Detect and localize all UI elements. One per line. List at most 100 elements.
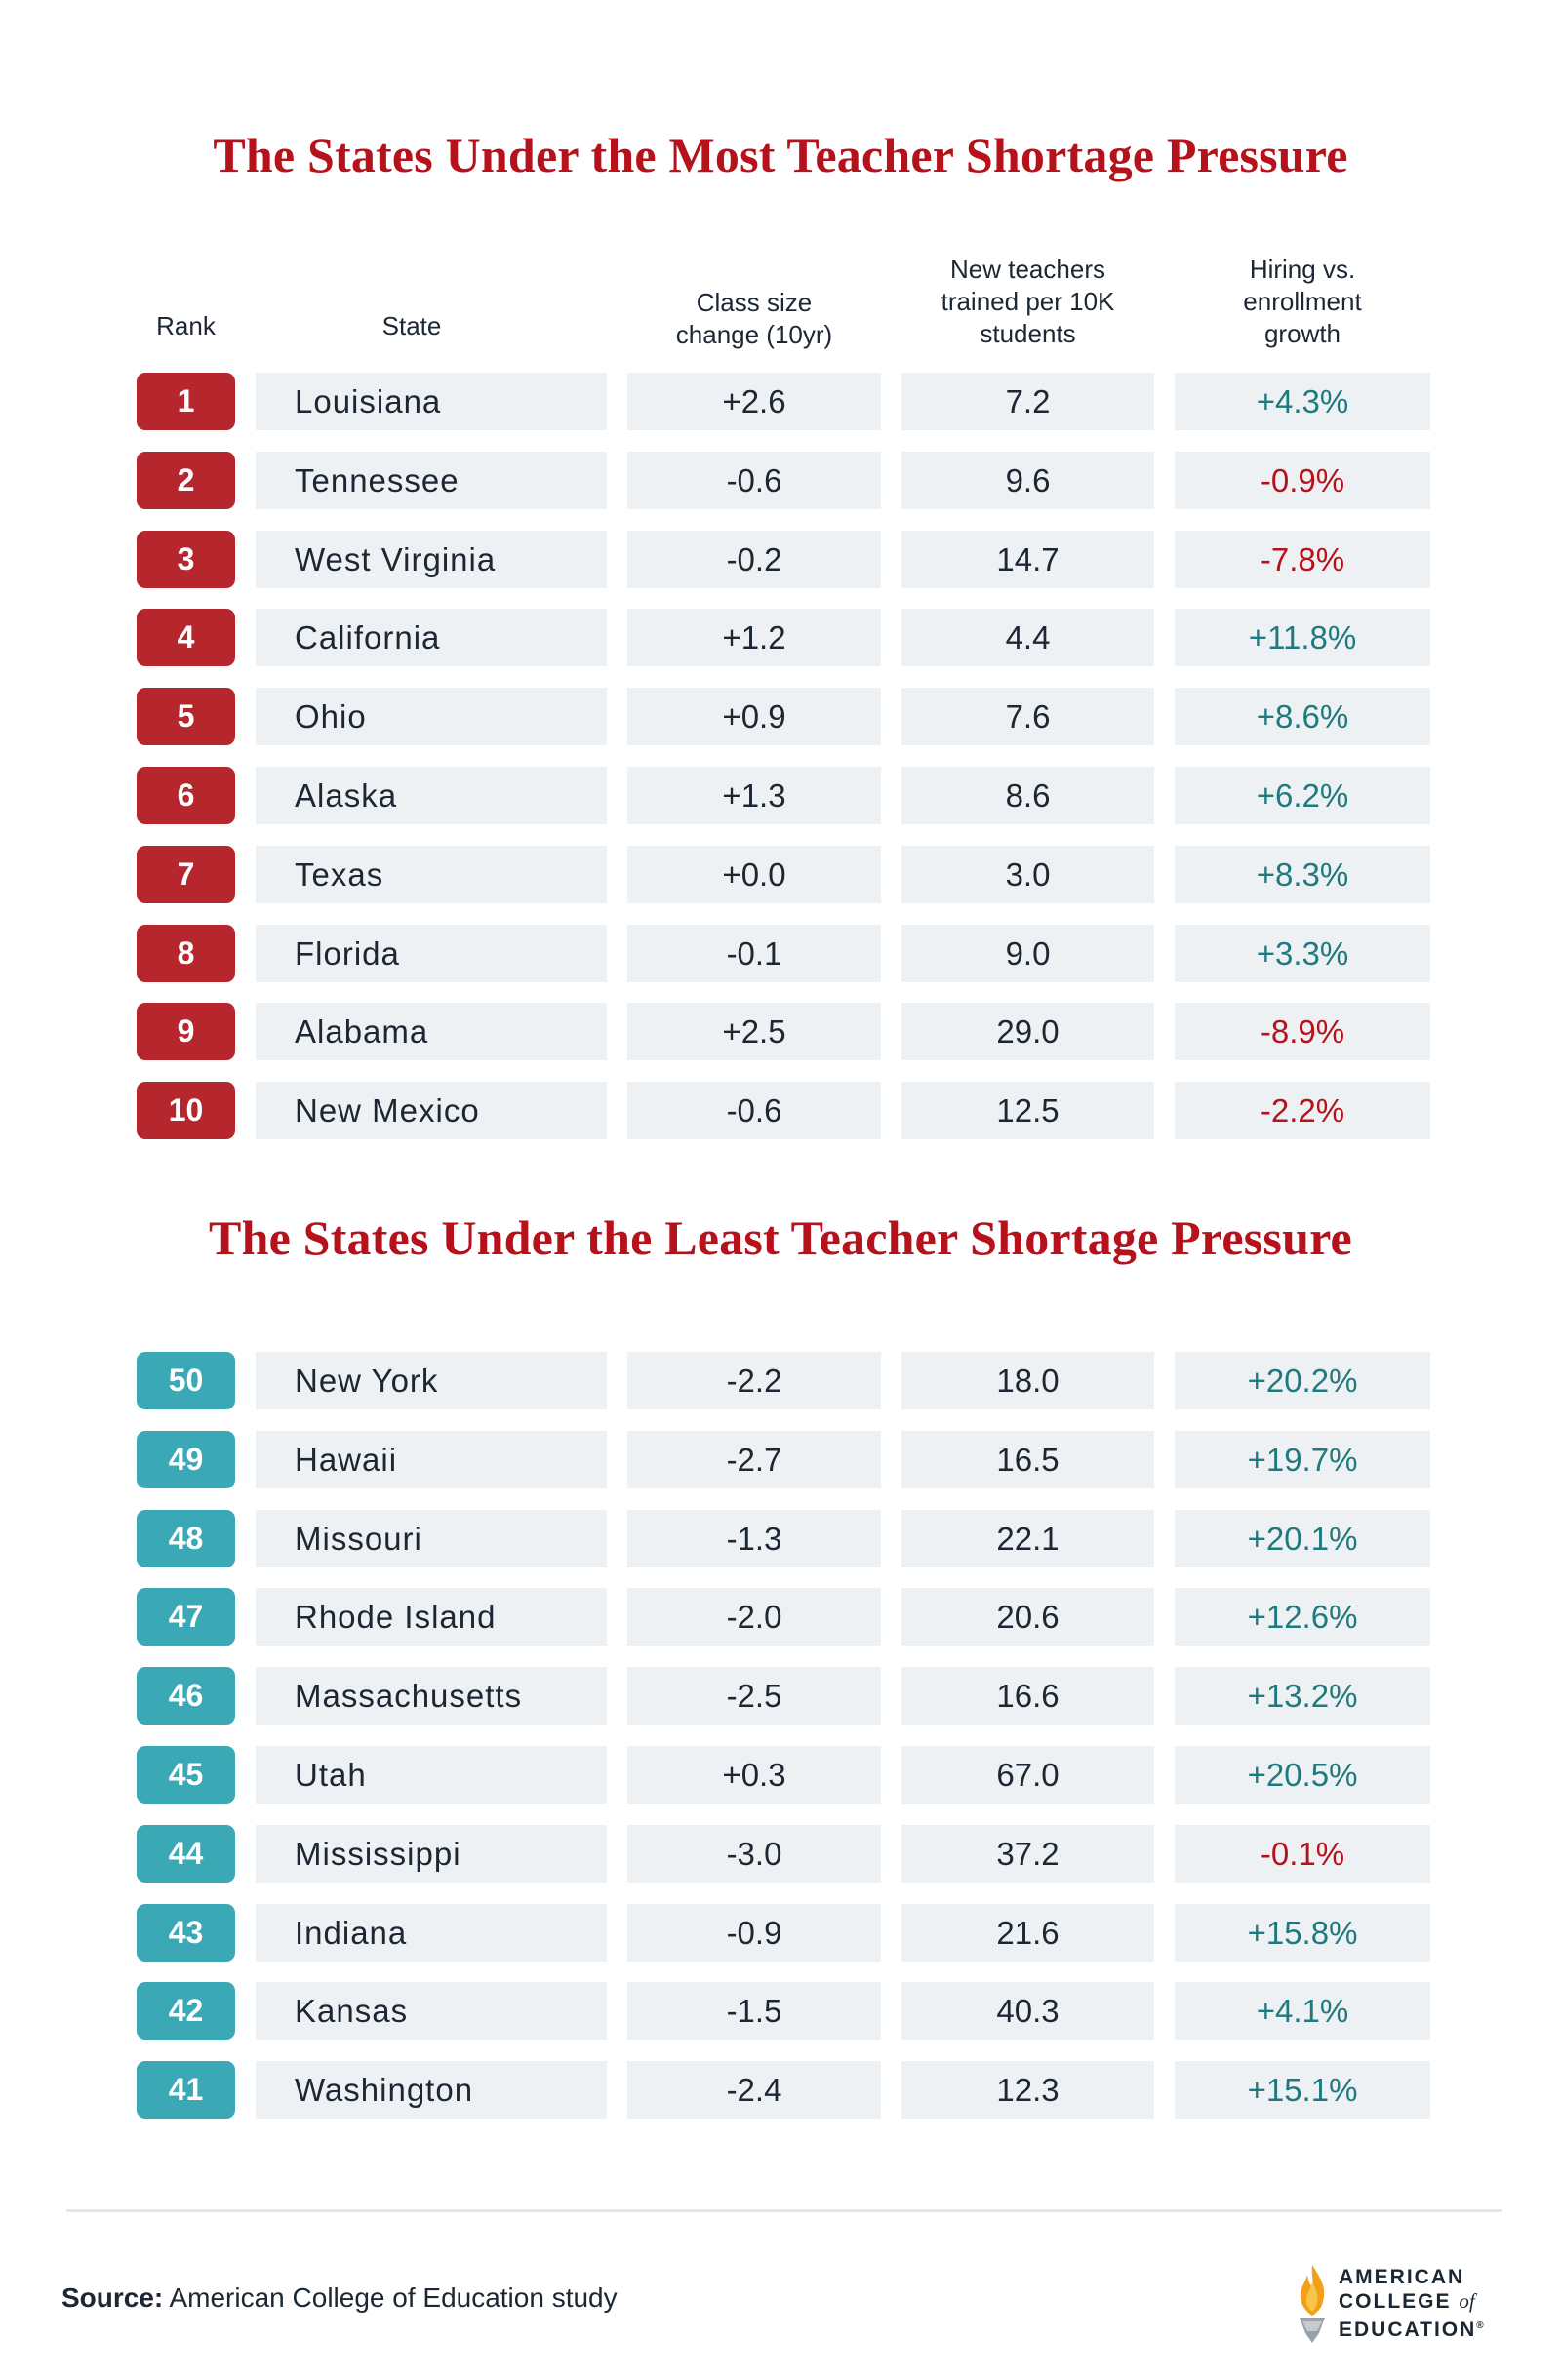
- logo-line: AMERICAN: [1339, 2266, 1465, 2288]
- rank-badge: 9: [137, 1003, 235, 1061]
- class-size-cell: -2.7: [627, 1430, 881, 1488]
- header-hiring: Hiring vs. enrollment growth: [1175, 254, 1430, 350]
- rank-badge: 7: [137, 845, 235, 903]
- table-row: 7 Texas +0.0 3.0 +8.3%: [0, 845, 1561, 903]
- new-teachers-cell: 21.6: [901, 1903, 1154, 1962]
- table-row: 45 Utah +0.3 67.0 +20.5%: [0, 1746, 1561, 1804]
- class-size-cell: -2.2: [627, 1352, 881, 1409]
- bottom-table-title: The States Under the Least Teacher Short…: [209, 1210, 1352, 1265]
- ace-logo: AMERICAN COLLEGE of EDUCATION®: [1292, 2261, 1506, 2349]
- state-cell: New York: [256, 1352, 607, 1409]
- hiring-cell: +15.8%: [1175, 1903, 1430, 1962]
- table-row: 2 Tennessee -0.6 9.6 -0.9%: [0, 451, 1561, 509]
- rank-badge: 10: [137, 1082, 235, 1140]
- class-size-cell: -0.2: [627, 530, 881, 588]
- hiring-cell: +4.1%: [1175, 1982, 1430, 2041]
- rank-badge: 48: [137, 1509, 235, 1567]
- new-teachers-cell: 12.3: [901, 2061, 1154, 2120]
- state-cell: Tennessee: [256, 451, 607, 509]
- class-size-cell: -0.9: [627, 1903, 881, 1962]
- class-size-cell: +2.5: [627, 1003, 881, 1061]
- flame-torch-icon: [1300, 2265, 1325, 2343]
- class-size-cell: -0.1: [627, 924, 881, 982]
- new-teachers-cell: 67.0: [901, 1746, 1154, 1804]
- class-size-cell: +0.3: [627, 1746, 881, 1804]
- state-cell: West Virginia: [256, 530, 607, 588]
- new-teachers-cell: 8.6: [901, 767, 1154, 824]
- rank-badge: 44: [137, 1824, 235, 1883]
- state-cell: Hawaii: [256, 1430, 607, 1488]
- state-cell: Missouri: [256, 1509, 607, 1567]
- class-size-cell: +1.2: [627, 609, 881, 667]
- new-teachers-cell: 16.5: [901, 1430, 1154, 1488]
- table-row: 5 Ohio +0.9 7.6 +8.6%: [0, 688, 1561, 746]
- header-hiring-line: Hiring vs.: [1249, 255, 1356, 284]
- logo-wordmark: AMERICAN COLLEGE of EDUCATION®: [1339, 2265, 1486, 2342]
- rank-badge: 6: [137, 767, 235, 824]
- state-cell: Ohio: [256, 688, 607, 746]
- state-cell: Texas: [256, 845, 607, 903]
- hiring-cell: +15.1%: [1175, 2061, 1430, 2120]
- state-cell: Massachusetts: [256, 1667, 607, 1726]
- rank-badge: 50: [137, 1352, 235, 1409]
- table-row: 47 Rhode Island -2.0 20.6 +12.6%: [0, 1588, 1561, 1646]
- new-teachers-cell: 7.6: [901, 688, 1154, 746]
- hiring-cell: +4.3%: [1175, 373, 1430, 430]
- new-teachers-cell: 20.6: [901, 1588, 1154, 1646]
- footer-divider: [66, 2209, 1502, 2212]
- table-row: 44 Mississippi -3.0 37.2 -0.1%: [0, 1824, 1561, 1883]
- header-hiring-line: enrollment: [1243, 287, 1362, 316]
- new-teachers-cell: 3.0: [901, 845, 1154, 903]
- hiring-cell: +8.3%: [1175, 845, 1430, 903]
- logo-mark: ®: [1476, 2320, 1486, 2331]
- hiring-cell: +20.2%: [1175, 1352, 1430, 1409]
- logo-of: of: [1459, 2289, 1475, 2313]
- new-teachers-cell: 9.6: [901, 451, 1154, 509]
- state-cell: Indiana: [256, 1903, 607, 1962]
- rank-badge: 46: [137, 1667, 235, 1726]
- state-cell: Alaska: [256, 767, 607, 824]
- class-size-cell: +0.9: [627, 688, 881, 746]
- hiring-cell: -2.2%: [1175, 1082, 1430, 1140]
- table-row: 46 Massachusetts -2.5 16.6 +13.2%: [0, 1667, 1561, 1726]
- class-size-cell: -2.4: [627, 2061, 881, 2120]
- class-size-cell: +0.0: [627, 845, 881, 903]
- table-row: 41 Washington -2.4 12.3 +15.1%: [0, 2061, 1561, 2120]
- class-size-cell: -1.3: [627, 1509, 881, 1567]
- logo-line: EDUCATION: [1339, 2319, 1477, 2341]
- hiring-cell: -7.8%: [1175, 530, 1430, 588]
- new-teachers-cell: 4.4: [901, 609, 1154, 667]
- header-class-size-line: Class size: [696, 288, 813, 317]
- rank-badge: 4: [137, 609, 235, 667]
- state-cell: New Mexico: [256, 1082, 607, 1140]
- table-row: 43 Indiana -0.9 21.6 +15.8%: [0, 1903, 1561, 1962]
- table-row: 6 Alaska +1.3 8.6 +6.2%: [0, 767, 1561, 824]
- state-cell: Florida: [256, 924, 607, 982]
- class-size-cell: -0.6: [627, 1082, 881, 1140]
- rank-badge: 43: [137, 1903, 235, 1962]
- table-row: 3 West Virginia -0.2 14.7 -7.8%: [0, 530, 1561, 588]
- table-row: 4 California +1.2 4.4 +11.8%: [0, 609, 1561, 667]
- table-row: 49 Hawaii -2.7 16.5 +19.7%: [0, 1430, 1561, 1488]
- rank-badge: 41: [137, 2061, 235, 2120]
- source-label: Source:: [61, 2282, 164, 2313]
- hiring-cell: +8.6%: [1175, 688, 1430, 746]
- class-size-cell: -2.0: [627, 1588, 881, 1646]
- new-teachers-cell: 16.6: [901, 1667, 1154, 1726]
- header-class-size-line: change (10yr): [675, 320, 833, 349]
- new-teachers-cell: 37.2: [901, 1824, 1154, 1883]
- class-size-cell: -1.5: [627, 1982, 881, 2041]
- class-size-cell: -2.5: [627, 1667, 881, 1726]
- hiring-cell: +19.7%: [1175, 1430, 1430, 1488]
- state-cell: Kansas: [256, 1982, 607, 2041]
- hiring-cell: -0.9%: [1175, 451, 1430, 509]
- hiring-cell: +11.8%: [1175, 609, 1430, 667]
- new-teachers-cell: 7.2: [901, 373, 1154, 430]
- header-state-label: State: [381, 311, 442, 340]
- state-cell: Mississippi: [256, 1824, 607, 1883]
- rank-badge: 5: [137, 688, 235, 746]
- new-teachers-cell: 18.0: [901, 1352, 1154, 1409]
- table-row: 48 Missouri -1.3 22.1 +20.1%: [0, 1509, 1561, 1567]
- rank-badge: 8: [137, 924, 235, 982]
- class-size-cell: -3.0: [627, 1824, 881, 1883]
